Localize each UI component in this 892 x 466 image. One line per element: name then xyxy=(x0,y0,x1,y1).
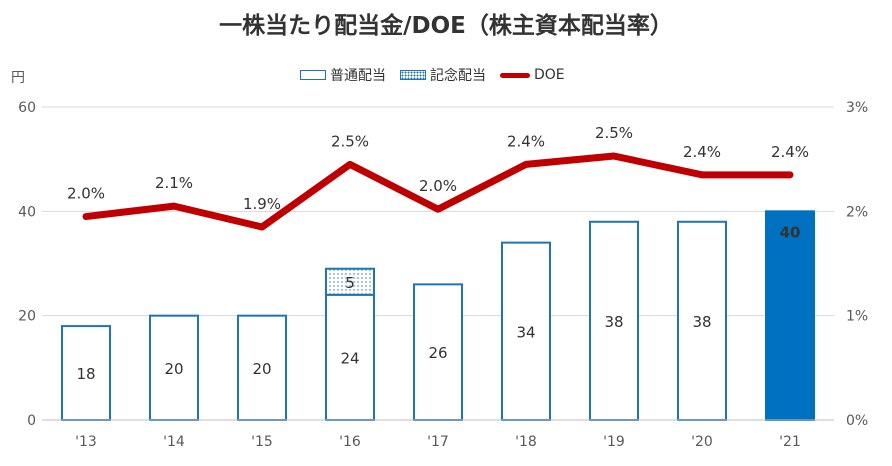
y-tick-label: 0 xyxy=(27,413,36,429)
doe-value-label: 2.5% xyxy=(331,132,369,150)
bar-value-label: 34 xyxy=(516,323,535,341)
chart-title: 一株当たり配当金/DOE（株主資本配当率） xyxy=(219,13,673,39)
legend-item-doe: DOE xyxy=(500,67,565,83)
doe-value-label: 2.5% xyxy=(595,124,633,142)
x-tick-label: '19 xyxy=(603,434,625,450)
y-tick-label: 40 xyxy=(18,204,36,220)
x-tick-label: '16 xyxy=(339,434,361,450)
bar-commemorative-label: 5 xyxy=(345,274,355,292)
bar-regular xyxy=(589,220,639,421)
bar-regular xyxy=(677,220,727,421)
bar-value-label: 18 xyxy=(76,365,95,383)
doe-value-label: 1.9% xyxy=(243,195,281,213)
legend-swatch-regular xyxy=(300,70,326,80)
legend-swatch-commemorative xyxy=(400,70,426,80)
x-tick-label: '20 xyxy=(691,434,713,450)
y2-tick-label: 0% xyxy=(846,413,868,429)
bar-regular xyxy=(325,293,375,421)
doe-line xyxy=(82,152,794,231)
bar-commemorative xyxy=(325,267,375,296)
bar-value-label: 24 xyxy=(340,349,359,367)
y-unit-label: 円 xyxy=(11,70,25,86)
legend-item-commemorative: 記念配当 xyxy=(400,65,486,85)
y2-tick-label: 1% xyxy=(846,309,868,325)
doe-value-label: 2.4% xyxy=(683,143,721,161)
doe-value-label: 2.0% xyxy=(67,185,105,203)
doe-value-label: 2.0% xyxy=(419,177,457,195)
bar-regular xyxy=(149,314,199,421)
bar-value-label: 38 xyxy=(692,313,711,331)
legend-swatch-doe xyxy=(500,72,530,78)
y-tick-label: 60 xyxy=(18,100,36,116)
legend: 普通配当 記念配当 DOE xyxy=(300,66,579,84)
legend-label-commemorative: 記念配当 xyxy=(430,68,486,84)
x-tick-label: '15 xyxy=(251,434,273,450)
bar-regular xyxy=(237,314,287,421)
doe-value-label: 2.4% xyxy=(507,132,545,150)
bar-value-label: 26 xyxy=(428,344,447,362)
y2-tick-label: 3% xyxy=(846,100,868,116)
bar-value-label: 40 xyxy=(780,223,801,241)
bar-value-label: 20 xyxy=(252,360,271,378)
bar-regular xyxy=(61,325,111,422)
x-tick-label: '17 xyxy=(427,434,449,450)
x-tick-label: '13 xyxy=(75,434,97,450)
legend-label-doe: DOE xyxy=(534,67,565,83)
x-tick-label: '14 xyxy=(163,434,185,450)
x-tick-label: '18 xyxy=(515,434,537,450)
legend-label-regular: 普通配当 xyxy=(330,68,386,84)
y2-tick-label: 2% xyxy=(846,204,868,220)
bar-regular xyxy=(765,210,815,421)
bar-value-label: 38 xyxy=(604,313,623,331)
bar-value-label: 20 xyxy=(164,360,183,378)
doe-value-label: 2.4% xyxy=(771,143,809,161)
doe-value-label: 2.1% xyxy=(155,174,193,192)
legend-item-regular: 普通配当 xyxy=(300,65,386,85)
y-tick-label: 20 xyxy=(18,309,36,325)
x-tick-label: '21 xyxy=(779,434,801,450)
